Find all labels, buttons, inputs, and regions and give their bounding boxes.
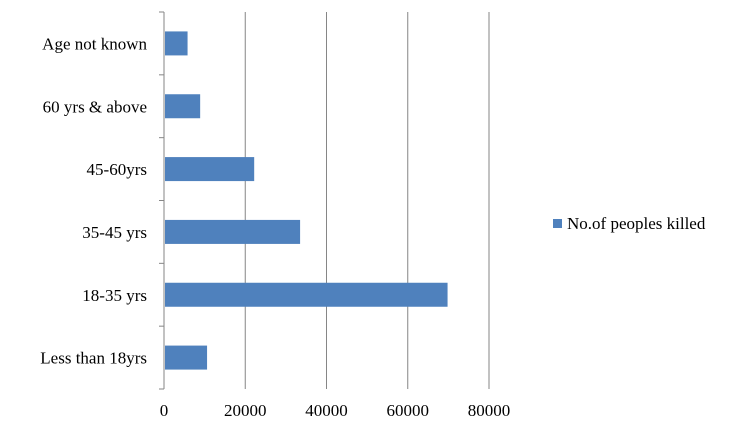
- bar: [165, 94, 201, 119]
- category-label: 60 yrs & above: [43, 97, 147, 116]
- value-tick-labels: 0 20000 40000 60000 80000: [160, 401, 511, 420]
- x-tick-label: 80000: [468, 401, 511, 420]
- bar: [165, 282, 448, 307]
- legend-label: No.of peoples killed: [567, 214, 706, 233]
- x-tick-label: 60000: [387, 401, 430, 420]
- category-label: 18-35 yrs: [82, 286, 147, 305]
- bar: [165, 219, 301, 244]
- x-tick-label: 0: [160, 401, 169, 420]
- grid-lines: [244, 12, 490, 389]
- category-label: 35-45 yrs: [82, 223, 147, 242]
- category-label: Less than 18yrs: [40, 349, 147, 368]
- x-tick-label: 20000: [224, 401, 267, 420]
- bar: [165, 345, 208, 370]
- legend: No.of peoples killed: [553, 214, 706, 233]
- category-label: 45-60yrs: [87, 160, 147, 179]
- x-tick-label: 40000: [305, 401, 348, 420]
- category-label: Age not known: [42, 34, 147, 53]
- legend-swatch: [553, 219, 562, 228]
- bar: [165, 31, 188, 56]
- bars: [159, 11, 448, 390]
- bar: [165, 157, 255, 182]
- category-labels: Age not known 60 yrs & above 45-60yrs 35-45…: [40, 34, 147, 367]
